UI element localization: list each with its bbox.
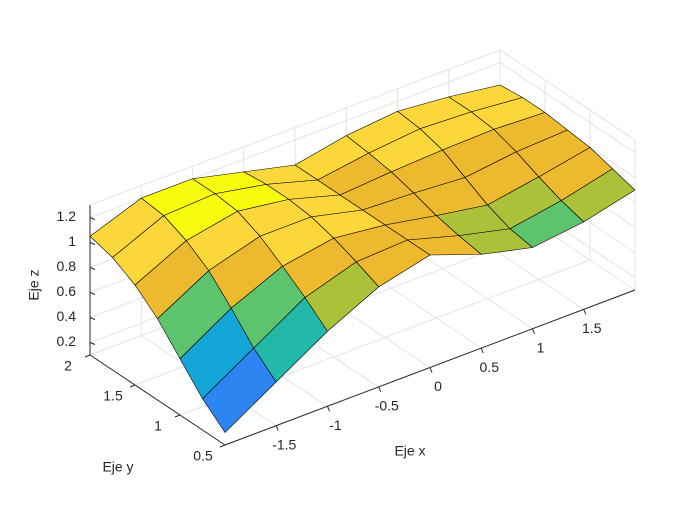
z-tick-label: 0.2 <box>57 333 77 349</box>
x-tick-label: -0.5 <box>375 398 399 414</box>
surface <box>89 84 636 433</box>
x-tick <box>532 328 535 334</box>
y-tick-label: 1 <box>154 418 162 434</box>
y-tick-label: 1.5 <box>103 388 123 404</box>
x-axis-label: Eje x <box>394 443 425 459</box>
z-tick <box>89 217 96 220</box>
z-tick-label: 0.6 <box>57 283 77 299</box>
y-tick <box>219 444 226 448</box>
z-tick <box>89 317 96 320</box>
x-tick-label: 0 <box>434 378 442 394</box>
x-tick <box>378 386 382 393</box>
z-tick <box>89 342 96 345</box>
x-tick <box>275 425 279 431</box>
z-tick <box>89 292 96 295</box>
x-tick-label: -1.5 <box>272 436 296 452</box>
x-tick-label: 0.5 <box>480 359 500 375</box>
y-tick-label: 0.5 <box>193 448 213 464</box>
z-axis-label: Eje z <box>26 269 42 300</box>
z-tick-label: 1 <box>68 233 76 249</box>
y-tick <box>174 414 181 418</box>
x-tick-label: 1 <box>537 339 545 355</box>
x-tick <box>480 347 484 354</box>
z-tick-label: 0.4 <box>57 308 77 324</box>
x-tick <box>429 367 433 373</box>
y-tick-label: 2 <box>64 358 72 374</box>
box-edge <box>89 49 501 206</box>
z-tick <box>89 242 96 245</box>
y-tick <box>129 384 136 388</box>
y-tick <box>84 354 91 358</box>
y-axis-line <box>89 354 226 446</box>
y-axis-label: Eje y <box>102 459 133 475</box>
x-tick-label: -1 <box>329 417 342 433</box>
z-tick-label: 0.8 <box>57 258 77 274</box>
surface-patch <box>304 261 380 332</box>
axes-layer: -1.5 -1 -0.5 0 0.5 1 1.5 0.5 1 1.5 2 0.2 0.4 0.6 0.8 1 1… <box>57 205 636 464</box>
x-tick <box>327 406 330 412</box>
grid-line <box>499 62 636 153</box>
x-tick <box>583 309 587 315</box>
box-edge <box>499 49 636 141</box>
z-tick <box>89 267 96 270</box>
z-tick-label: 1.2 <box>57 208 77 224</box>
x-tick-label: 1.5 <box>582 320 602 336</box>
